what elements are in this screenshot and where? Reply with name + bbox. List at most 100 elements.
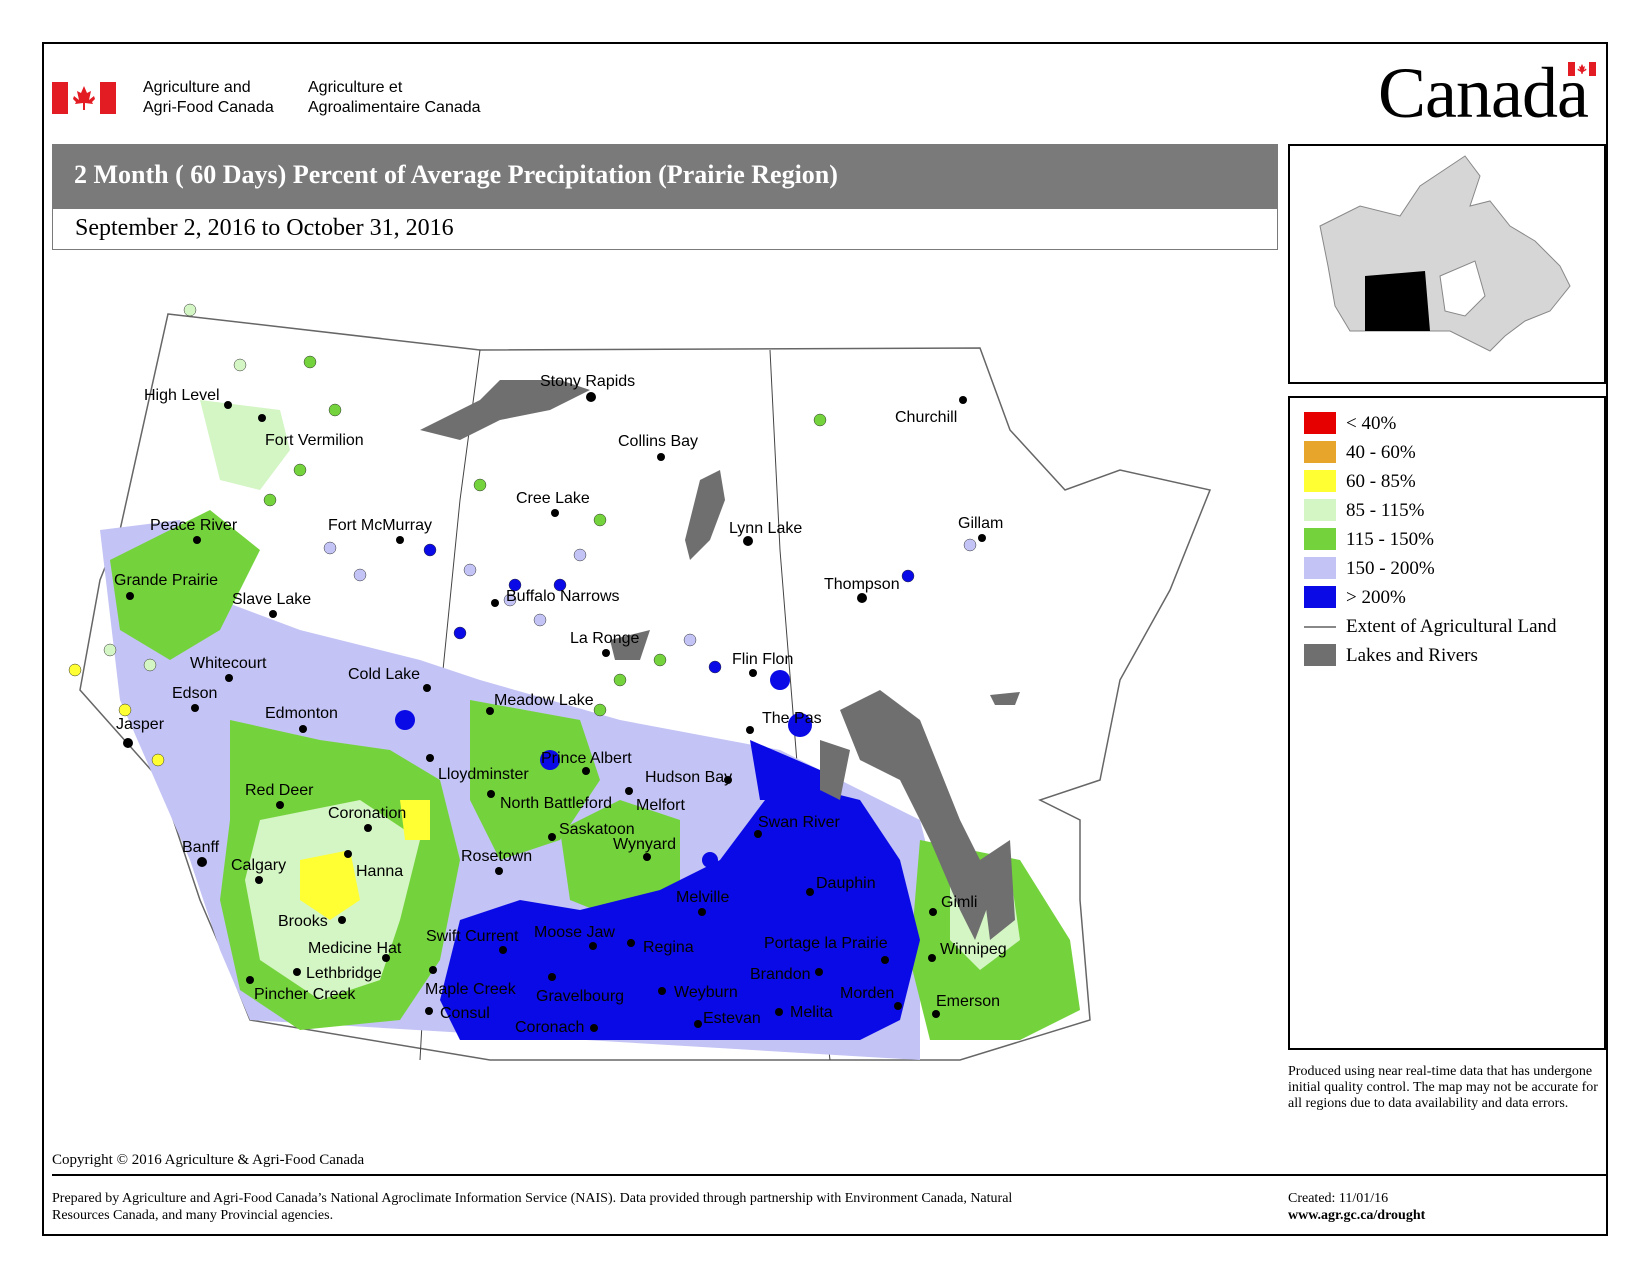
prairie-precipitation-map: Stony Rapids Collins Bay Churchill High … [68, 303, 1212, 1061]
legend-panel: < 40% 40 - 60% 60 - 85% 85 - 115% 115 - … [1288, 396, 1606, 1050]
station-dot [68, 663, 82, 677]
station-dot [151, 753, 165, 767]
legend-swatch [1304, 499, 1336, 521]
city-marker [694, 1020, 702, 1028]
legend-line [1304, 626, 1336, 628]
station-dot [683, 633, 697, 647]
station-dot [573, 548, 587, 562]
station-dot [503, 593, 517, 607]
canada-flag-icon [52, 82, 116, 114]
city-marker [191, 704, 199, 712]
station-dot [708, 660, 722, 674]
city-marker [551, 509, 559, 517]
city-label: Calgary [231, 857, 286, 874]
station-dot [143, 658, 157, 672]
zone-115-150 [560, 800, 680, 920]
city-label: Melville [676, 889, 729, 906]
city-marker [746, 726, 754, 734]
city-marker [959, 396, 967, 404]
prepared-by-note: Prepared by Agriculture and Agri-Food Ca… [52, 1191, 1013, 1223]
city-label: Slave Lake [232, 591, 311, 608]
city-marker [643, 853, 651, 861]
station-dot [463, 563, 477, 577]
city-label: High Level [144, 387, 220, 404]
legend-item-lakes: Lakes and Rivers [1304, 644, 1594, 668]
city-marker [548, 973, 556, 981]
zone-gt-200 [540, 750, 560, 770]
city-marker [246, 976, 254, 984]
city-label: Regina [643, 939, 694, 956]
city-marker [382, 954, 390, 962]
footer-divider [52, 1174, 1606, 1176]
legend-item: 150 - 200% [1304, 557, 1594, 581]
zone-gt-200 [788, 713, 812, 737]
city-label: Meadow Lake [494, 692, 594, 709]
city-marker [978, 534, 986, 542]
city-marker [495, 867, 503, 875]
city-label: Winnipeg [940, 941, 1007, 958]
city-marker [657, 453, 665, 461]
city-label: Fort McMurray [328, 517, 432, 534]
city-marker [928, 954, 936, 962]
legend-swatch [1304, 557, 1336, 579]
city-marker [698, 908, 706, 916]
station-dot [103, 643, 117, 657]
lake [420, 380, 590, 440]
city-marker [881, 956, 889, 964]
created-date: Created: 11/01/16 [1288, 1191, 1389, 1206]
lake [840, 690, 990, 940]
city-label: La Ronge [570, 630, 639, 647]
city-label: Lethbridge [306, 965, 382, 982]
station-dot [328, 403, 342, 417]
city-marker [590, 1024, 598, 1032]
canada-wordmark: Canada [1378, 53, 1589, 133]
station-dot [323, 541, 337, 555]
date-range: September 2, 2016 to October 31, 2016 [75, 215, 454, 241]
station-dot [553, 578, 567, 592]
city-marker [929, 908, 937, 916]
city-label: Rosetown [461, 848, 532, 865]
station-dot [963, 538, 977, 552]
city-marker [293, 968, 301, 976]
city-marker [491, 599, 499, 607]
city-label: Brooks [278, 913, 328, 930]
copyright: Copyright © 2016 Agriculture & Agri-Food… [52, 1152, 365, 1168]
city-marker [627, 939, 635, 947]
city-marker [775, 1008, 783, 1016]
city-label: Coronation [328, 805, 406, 822]
city-marker [932, 1010, 940, 1018]
drought-url-link[interactable]: www.agr.gc.ca/drought [1288, 1208, 1426, 1223]
zone-115-150 [470, 700, 600, 860]
station-dot [293, 463, 307, 477]
zone-gt-200 [702, 852, 718, 868]
station-dot [353, 568, 367, 582]
city-label: Emerson [936, 993, 1000, 1010]
station-dot [423, 543, 437, 557]
city-label: Lloydminster [438, 766, 529, 783]
city-marker [193, 536, 201, 544]
station-dot [453, 626, 467, 640]
legend-item: 60 - 85% [1304, 470, 1594, 494]
city-marker [338, 916, 346, 924]
city-marker [225, 674, 233, 682]
city-label: Saskatoon [559, 821, 635, 838]
wordmark-flag-icon [1568, 62, 1596, 76]
zone-gt-200 [750, 740, 820, 800]
locator-map-graphic [1319, 155, 1571, 352]
station-dot [533, 613, 547, 627]
map-title: 2 Month ( 60 Days) Percent of Average Pr… [74, 160, 838, 189]
city-label: Wynyard [613, 836, 676, 853]
station-dot [813, 413, 827, 427]
legend-item: 85 - 115% [1304, 499, 1594, 523]
zone-60-85 [300, 850, 360, 920]
legend-item: 115 - 150% [1304, 528, 1594, 552]
city-label: Swift Current [426, 928, 519, 945]
city-label: Estevan [703, 1010, 761, 1027]
city-label: Hudson Bay [645, 769, 732, 786]
lake [980, 840, 1015, 940]
city-label: Collins Bay [618, 433, 698, 450]
legend-item: 40 - 60% [1304, 441, 1594, 465]
station-dot [118, 703, 132, 717]
city-label: Edmonton [265, 705, 338, 722]
city-label: Lynn Lake [729, 520, 802, 537]
